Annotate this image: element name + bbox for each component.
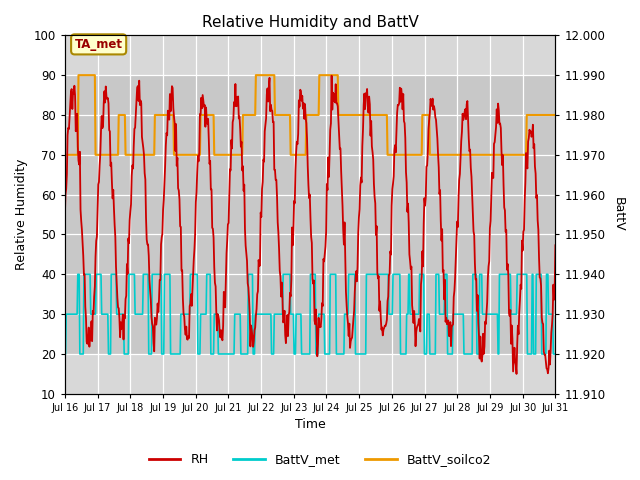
Y-axis label: Relative Humidity: Relative Humidity	[15, 159, 28, 270]
Text: TA_met: TA_met	[75, 38, 123, 51]
Title: Relative Humidity and BattV: Relative Humidity and BattV	[202, 15, 419, 30]
Bar	[65, 75, 556, 354]
Legend: RH, BattV_met, BattV_soilco2: RH, BattV_met, BattV_soilco2	[144, 448, 496, 471]
X-axis label: Time: Time	[295, 419, 326, 432]
Y-axis label: BattV: BattV	[612, 197, 625, 232]
